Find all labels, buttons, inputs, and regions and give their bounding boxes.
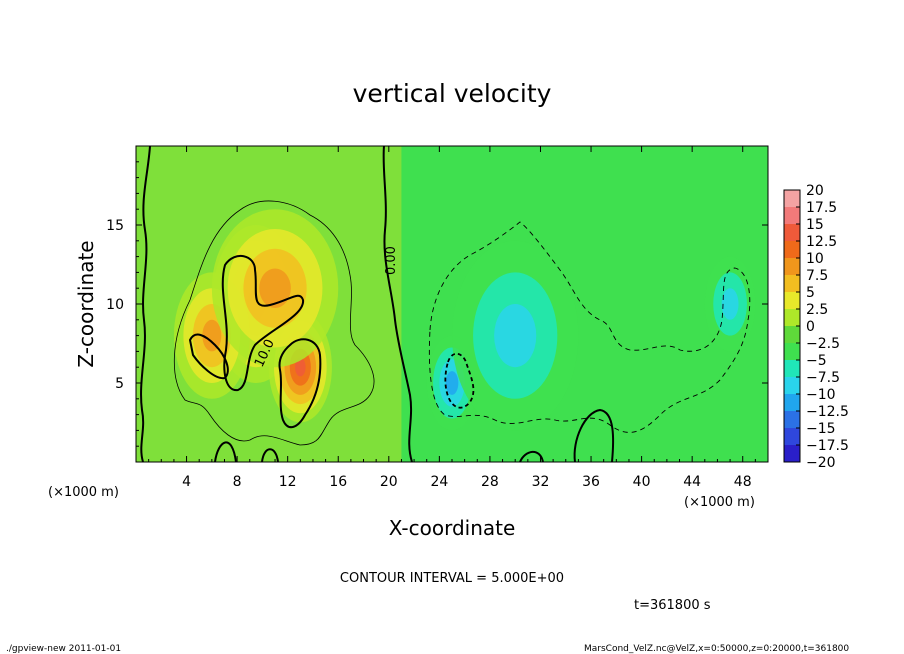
colorbar-label: 7.5 [806, 268, 828, 284]
contour-positive-10-right [278, 338, 322, 429]
colorbar-segment [784, 241, 800, 259]
x-units-right: (×1000 m) [684, 495, 755, 510]
contour-positive-10-left [221, 255, 304, 392]
colorbar-label: −7.5 [806, 370, 840, 386]
x-tick-label: 24 [430, 474, 448, 490]
field-feature-6-level-3 [721, 288, 739, 320]
colorbar-label: 20 [806, 183, 824, 199]
chart-title: vertical velocity [353, 79, 552, 108]
time-stamp: t=361800 s [634, 598, 711, 613]
y-axis: 5 10 15 [106, 161, 768, 447]
x-axis-label: X-coordinate [389, 516, 516, 540]
x-tick-label: 36 [582, 474, 600, 490]
y-axis-label: Z-coordinate [74, 240, 98, 367]
footer-right: MarsCond_VelZ.nc@VelZ,x=0:50000,z=0:2000… [584, 644, 849, 654]
field-feature-3-level-4 [259, 268, 291, 308]
colorbar-label: 15 [806, 217, 824, 233]
y-tick-label: 10 [106, 297, 124, 313]
x-axis: 4 8 12 16 20 24 28 32 36 40 44 48 [148, 146, 756, 490]
contour-negative-10 [444, 352, 475, 409]
contour-zero-bottom-4 [261, 448, 279, 463]
contour-positive-10-small [188, 333, 229, 380]
colorbar-segment [784, 428, 800, 446]
contour-label-zero: 0.00 [384, 246, 399, 275]
colorbar-segment [784, 309, 800, 327]
field-feature-1-level-6 [295, 357, 306, 377]
colorbar-label: −10 [806, 387, 836, 403]
velocity-field [173, 146, 768, 462]
colorbar-label: −2.5 [806, 336, 840, 352]
y-tick-label: 15 [106, 218, 124, 234]
colorbar-label: 12.5 [806, 234, 837, 250]
colorbar-label: −15 [806, 421, 836, 437]
colorbar-label: −20 [806, 455, 836, 471]
colorbar-segment [784, 343, 800, 361]
x-tick-label: 8 [233, 474, 242, 490]
field-feature-4-level-4 [445, 371, 459, 395]
colorbar-segment [784, 258, 800, 276]
colorbar-label: 10 [806, 251, 824, 267]
colorbar-segment [784, 292, 800, 310]
colorbar-segment [784, 411, 800, 429]
field-feature-2-level-4 [202, 319, 222, 352]
contour-positive-5 [173, 200, 375, 446]
colorbar-label: 17.5 [806, 200, 837, 216]
x-tick-label: 20 [380, 474, 398, 490]
contour-interval: CONTOUR INTERVAL = 5.000E+00 [340, 571, 564, 586]
colorbar-label: 2.5 [806, 302, 828, 318]
field-feature-5-level-3 [494, 304, 537, 368]
footer-left: ./gpview-new 2011-01-01 [6, 644, 121, 654]
colorbar-segment [784, 275, 800, 293]
x-tick-label: 32 [532, 474, 550, 490]
contour-zero [382, 145, 413, 463]
colorbar-segment [784, 207, 800, 225]
x-tick-label: 44 [683, 474, 701, 490]
colorbar-segment [784, 394, 800, 412]
x-tick-label: 48 [734, 474, 752, 490]
contour-negative-5-right [428, 221, 751, 433]
x-units-left: (×1000 m) [48, 485, 119, 500]
colorbar-label: 5 [806, 285, 815, 301]
contour-zero-bottom-1 [573, 408, 615, 463]
contour-zero-left [140, 145, 151, 463]
colorbar-segment [784, 360, 800, 378]
colorbar-segment [784, 326, 800, 344]
colorbar-segment [784, 377, 800, 395]
x-tick-label: 12 [279, 474, 297, 490]
colorbar-label: −17.5 [806, 438, 849, 454]
x-tick-label: 4 [182, 474, 191, 490]
colorbar-label: 0 [806, 319, 815, 335]
colorbar: 2017.51512.5107.552.50−2.5−5−7.5−10−12.5… [783, 183, 849, 471]
contour-zero-bottom-3 [214, 441, 237, 463]
colorbar-label: −5 [806, 353, 827, 369]
x-tick-label: 16 [329, 474, 347, 490]
colorbar-label: −12.5 [806, 404, 849, 420]
colorbar-segment [784, 190, 800, 208]
contour-zero-bottom-2 [519, 450, 544, 463]
x-tick-label: 40 [633, 474, 651, 490]
colorbar-segment [784, 224, 800, 242]
y-tick-label: 5 [115, 376, 124, 392]
colorbar-segment [784, 445, 800, 463]
x-tick-label: 28 [481, 474, 499, 490]
plot-area: 0.00 10.0 [135, 145, 769, 463]
